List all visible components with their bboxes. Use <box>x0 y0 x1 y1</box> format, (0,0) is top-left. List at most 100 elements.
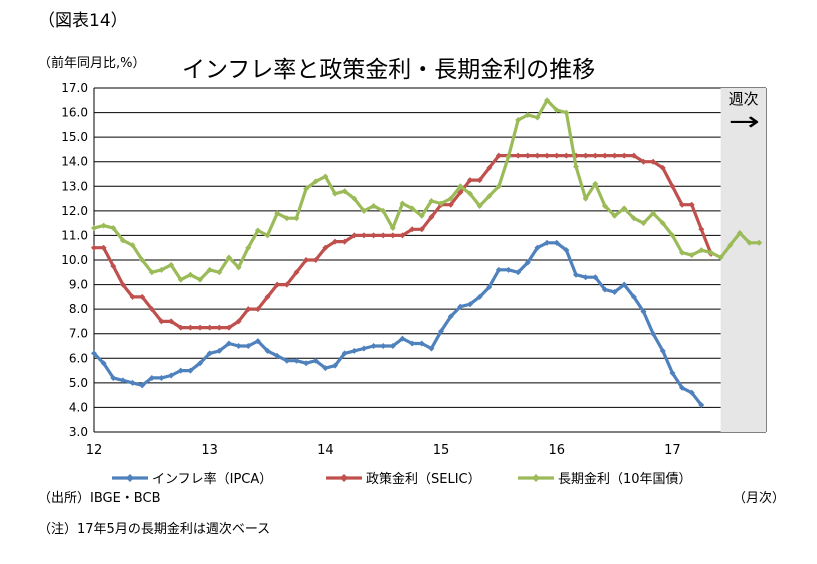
point-inflation-1 <box>100 360 107 367</box>
point-inflation-12 <box>206 350 213 357</box>
point-long_rate-35 <box>428 198 435 205</box>
chart-title: インフレ率と政策金利・長期金利の推移 <box>182 57 596 83</box>
point-selic-9 <box>177 324 184 331</box>
point-inflation-23 <box>312 357 319 364</box>
point-long_rate-1 <box>100 222 107 229</box>
point-inflation-20 <box>283 357 290 364</box>
footnote: （注）17年5月の長期金利は週次ベース <box>38 522 271 537</box>
y-unit-label: （前年同月比,%） <box>38 56 146 71</box>
point-long_rate-9 <box>177 276 184 283</box>
y-tick-label-3: 6.0 <box>69 351 88 365</box>
point-long_rate-27 <box>351 195 358 202</box>
point-inflation-42 <box>495 266 502 273</box>
point-selic-62 <box>688 201 695 208</box>
point-selic-46 <box>534 152 541 159</box>
point-inflation-25 <box>332 362 338 369</box>
point-inflation-59 <box>659 347 666 354</box>
point-long_rate-51 <box>582 195 589 202</box>
point-inflation-14 <box>225 340 232 347</box>
point-inflation-39 <box>466 301 473 308</box>
point-long_rate-36 <box>438 200 445 207</box>
point-inflation-53 <box>601 286 608 293</box>
point-selic-28 <box>360 232 367 239</box>
point-inflation-50 <box>573 271 579 278</box>
legend-label-selic: 政策金利（SELIC） <box>366 471 481 487</box>
point-selic-52 <box>592 152 599 159</box>
point-inflation-0 <box>91 350 97 357</box>
point-long_rate-48 <box>553 107 560 114</box>
point-long_rate-46 <box>534 114 541 121</box>
point-long_rate-55 <box>621 205 628 212</box>
point-selic-0 <box>91 244 97 251</box>
point-selic-59 <box>659 164 666 171</box>
point-long_rate-5 <box>139 257 146 263</box>
y-axis-ticks: 3.0 4.0 5.0 6.0 7.0 8.0 9.0 10.0 11.0 12.0 13.0 14.… <box>61 81 88 439</box>
point-inflation-57 <box>640 308 647 315</box>
point-inflation-10 <box>187 367 194 374</box>
point-long_rate-2 <box>110 225 117 232</box>
point-selic-6 <box>148 306 155 313</box>
x-tick-label-3: 15 <box>433 443 450 458</box>
point-long_rate-65 <box>717 254 724 261</box>
point-long_rate-34 <box>418 212 425 219</box>
point-inflation-44 <box>515 269 522 276</box>
point-long_rate-63 <box>698 247 705 254</box>
point-inflation-33 <box>409 340 416 347</box>
point-selic-15 <box>235 318 242 325</box>
point-inflation-54 <box>611 288 618 295</box>
y-tick-label-14: 17.0 <box>61 81 88 95</box>
x-tick-label-0: 12 <box>86 443 103 458</box>
legend-marker-long_rate <box>532 474 540 482</box>
point-selic-58 <box>650 158 657 165</box>
point-long_rate-10 <box>187 271 194 278</box>
point-inflation-17 <box>254 338 261 345</box>
point-inflation-55 <box>621 281 628 288</box>
point-long_rate-19 <box>274 210 281 217</box>
point-inflation-45 <box>524 259 531 266</box>
point-selic-8 <box>168 318 175 325</box>
point-inflation-60 <box>669 370 676 377</box>
legend-marker-inflation <box>126 474 134 482</box>
point-selic-12 <box>206 324 213 331</box>
point-long_rate-45 <box>524 112 531 119</box>
point-inflation-9 <box>177 367 184 374</box>
y-tick-label-1: 4.0 <box>69 400 88 414</box>
point-long_rate-37 <box>447 195 454 202</box>
point-inflation-13 <box>216 347 223 354</box>
point-long_rate-49 <box>563 109 570 116</box>
y-tick-label-4: 7.0 <box>69 327 88 341</box>
point-long_rate-4 <box>129 242 136 249</box>
point-long_rate-6 <box>148 269 155 276</box>
point-selic-45 <box>524 152 531 159</box>
point-selic-20 <box>283 281 290 288</box>
point-selic-7 <box>158 318 165 325</box>
series-inflation <box>91 239 705 408</box>
point-long_rate-59 <box>659 220 666 227</box>
point-selic-55 <box>621 152 628 159</box>
point-long_rate-13 <box>216 269 223 276</box>
point-long_rate-11 <box>197 276 204 283</box>
point-inflation-40 <box>476 293 483 300</box>
series-layer <box>91 97 763 408</box>
weekly-region: 週次 → <box>720 88 766 432</box>
point-inflation-36 <box>438 328 445 335</box>
point-selic-13 <box>216 324 223 331</box>
point-long_rate-53 <box>601 202 608 209</box>
point-selic-42 <box>495 152 502 159</box>
point-long_rate-44 <box>515 116 522 123</box>
legend-item-selic: 政策金利（SELIC） <box>326 471 481 487</box>
point-selic-10 <box>187 324 194 331</box>
point-selic-49 <box>563 152 570 159</box>
x-tick-label-4: 16 <box>548 443 565 458</box>
point-long_rate-8 <box>168 261 175 268</box>
point-inflation-3 <box>119 377 126 384</box>
point-inflation-26 <box>341 350 348 357</box>
point-inflation-5 <box>139 382 146 389</box>
point-selic-23 <box>312 257 319 263</box>
point-selic-40 <box>476 177 483 184</box>
legend-item-inflation: インフレ率（IPCA） <box>112 471 272 487</box>
point-long_rate-29 <box>370 202 377 209</box>
point-selic-3 <box>119 281 126 288</box>
y-tick-label-10: 13.0 <box>61 179 88 193</box>
